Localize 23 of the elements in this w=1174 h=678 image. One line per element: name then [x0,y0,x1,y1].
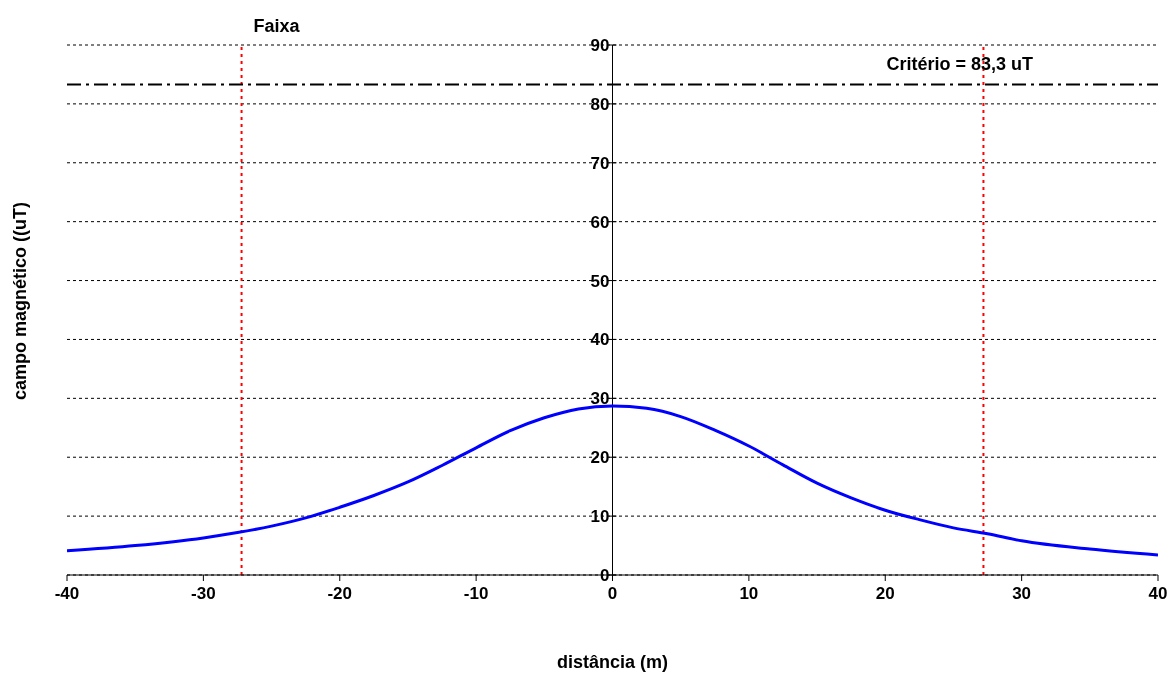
x-tick-label: -40 [54,584,80,604]
x-tick-label: -30 [191,584,216,604]
y-tick-label: 20 [590,448,610,468]
ref-line-label: Critério = 83,3 uT [886,54,1033,75]
x-tick-label: -20 [327,584,353,604]
x-tick-label: 40 [1148,584,1168,604]
y-tick-label: 10 [590,507,610,527]
x-tick-label: 30 [1012,584,1032,604]
line-series [67,404,1158,557]
y-tick-label: 0 [600,566,610,585]
y-tick-label: 60 [590,212,610,232]
y-tick-label: 40 [590,330,610,350]
y-tick-label: 30 [590,389,610,409]
x-tick-label: 20 [875,584,895,604]
y-tick-label: 80 [590,94,610,114]
y-tick-label: 70 [590,153,610,173]
x-axis-title: distância (m) [556,652,669,672]
y-tick-label: 90 [590,36,610,55]
x-tick-label: -10 [463,584,489,604]
ref-line-label: Faixa [253,16,301,36]
y-axis-title: campo magnético ((uT) [10,201,31,400]
y-tick-label: 50 [590,271,610,291]
x-tick-label: 10 [739,584,759,604]
